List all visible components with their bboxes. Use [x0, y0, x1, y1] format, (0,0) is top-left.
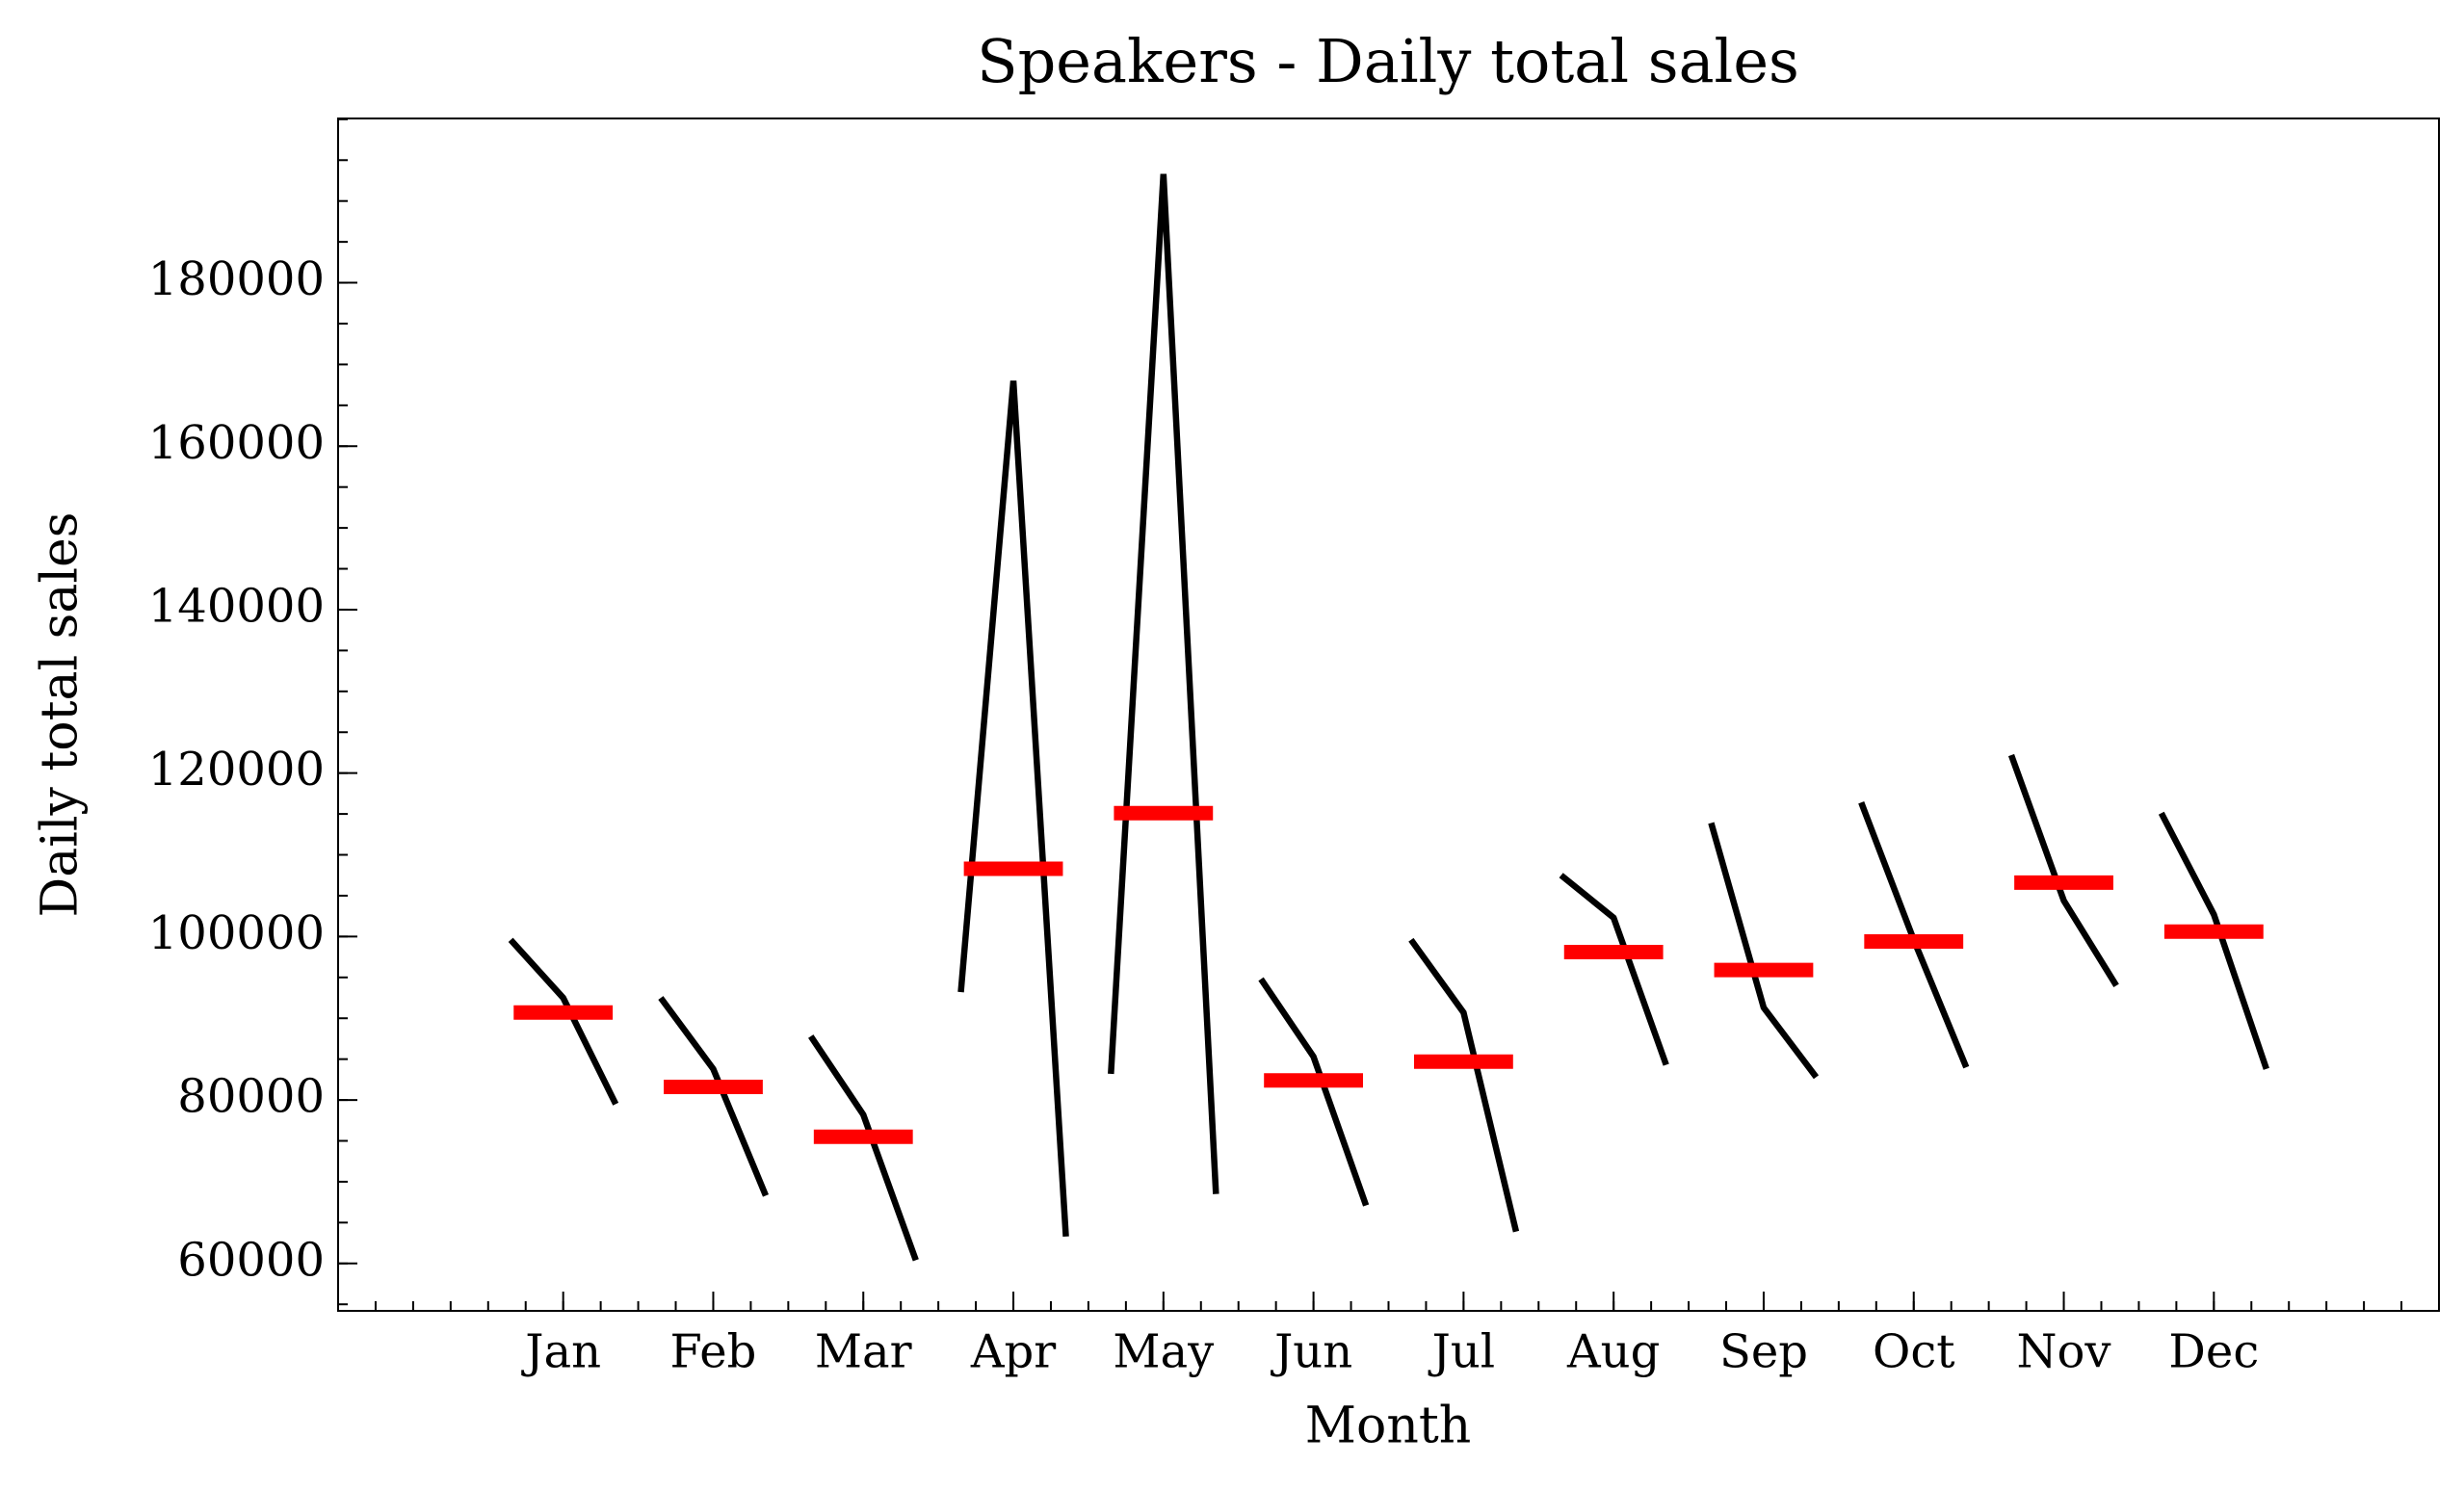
- y-tick-label: 160000: [148, 416, 325, 470]
- x-tick-label: Feb: [670, 1325, 757, 1379]
- x-tick-label: Sep: [1719, 1325, 1808, 1379]
- month-line: [1708, 822, 1820, 1080]
- x-tick-label: Aug: [1566, 1325, 1660, 1379]
- y-tick-label: 180000: [148, 252, 325, 306]
- month-line: [808, 1034, 919, 1262]
- x-tick-label: Mar: [815, 1325, 912, 1379]
- month-line: [1108, 173, 1219, 1194]
- y-axis-label: Daily total sales: [32, 512, 90, 918]
- x-tick-label: May: [1113, 1325, 1214, 1379]
- x-tick-label: Jul: [1428, 1325, 1496, 1379]
- x-tick-label: Dec: [2168, 1325, 2259, 1379]
- x-tick-label: Apr: [970, 1325, 1056, 1379]
- month-line: [658, 996, 769, 1197]
- month-line: [1559, 873, 1669, 1066]
- month-line: [2007, 753, 2119, 987]
- plot-frame: [337, 118, 2440, 1312]
- x-tick-label: Jan: [520, 1325, 601, 1379]
- chart-title: Speakers - Daily total sales: [977, 26, 1799, 96]
- y-tick-label: 100000: [148, 906, 325, 960]
- x-axis-label: Month: [1305, 1398, 1471, 1455]
- month-line: [508, 937, 619, 1106]
- y-tick-label: 60000: [177, 1233, 325, 1287]
- month-line: [1258, 977, 1370, 1207]
- y-tick-label: 80000: [177, 1070, 325, 1124]
- y-tick-label: 120000: [148, 743, 325, 797]
- month-line: [2158, 811, 2269, 1070]
- month-line: [957, 380, 1069, 1237]
- x-tick-label: Nov: [2017, 1325, 2111, 1379]
- x-tick-label: Oct: [1873, 1325, 1955, 1379]
- month-line: [1408, 937, 1520, 1233]
- y-tick-label: 140000: [148, 579, 325, 633]
- x-tick-label: Jun: [1270, 1325, 1352, 1379]
